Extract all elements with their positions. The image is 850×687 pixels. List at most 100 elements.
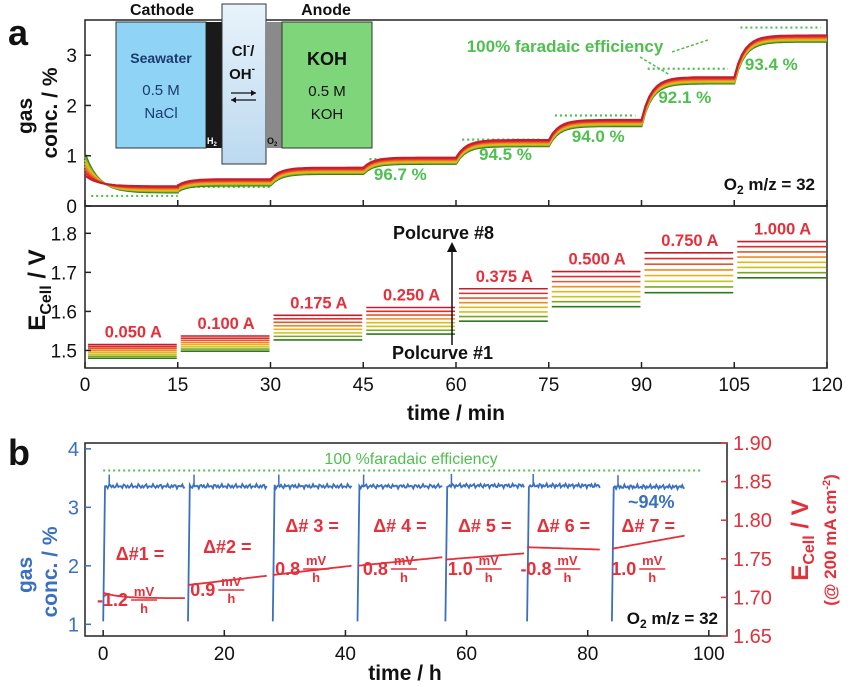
slope-unit-top-4: mV: [394, 553, 415, 568]
voltage-segment-5: [445, 552, 525, 561]
b-xtick-label: 40: [335, 644, 356, 665]
polcurve-bottom-label: Polcurve #1: [392, 343, 493, 363]
slope-value-7: 1.0: [611, 559, 636, 579]
anode-text-3: KOH: [311, 106, 344, 123]
voltage-segment-1: [102, 591, 185, 599]
panel-a-efficiency-labels: 96.7 % 94.5 % 94.0 % 92.1 % 93.4 %: [374, 55, 798, 184]
h2-label: H2: [207, 136, 218, 148]
top-ytick-label: 3: [66, 46, 77, 67]
gas-segment-2: [187, 481, 268, 622]
cathode-chamber: [115, 21, 207, 149]
voltage-segment-2: [187, 574, 267, 586]
efficiency-label-3: 94.0 %: [572, 127, 625, 146]
panel-b-slope-labels: Δ#1 = -1.2 mV h Δ#2 = 0.9 mV h Δ# 3 = 0.8 mV h Δ# 4 …: [97, 516, 675, 616]
gas-run-8: [84, 34, 827, 188]
bottom-xtick-label: 30: [260, 375, 281, 396]
panel-b-letter: b: [8, 432, 30, 473]
current-label-4: 0.250 A: [383, 286, 440, 304]
panel-b-left-ylabel: gas conc. / %: [14, 526, 62, 617]
delta-label-5: Δ# 5 =: [458, 516, 511, 536]
slope-unit-bottom-3: h: [312, 570, 320, 585]
delta-label-1: Δ#1 =: [116, 544, 164, 564]
anode-electrode: [266, 22, 282, 148]
gas-segment-1: [102, 481, 186, 622]
panel-a-voltage-series: [88, 240, 826, 360]
cathode-text-3: NaCl: [144, 105, 177, 122]
right-ytick-label: 1.90: [733, 433, 772, 455]
b-xtick-label: 100: [693, 644, 725, 665]
slope-annotation-5: Δ# 5 = 1.0 mV h: [448, 516, 512, 585]
left-ytick-label: 1: [68, 614, 79, 636]
polcurve-arrow-head: [447, 242, 457, 252]
bottom-xtick-label: 105: [718, 375, 750, 396]
slope-value-3: 0.8: [275, 559, 300, 579]
left-ytick-label: 3: [68, 497, 79, 519]
slope-unit-bottom-1: h: [140, 601, 148, 616]
delta-label-3: Δ# 3 =: [285, 516, 338, 536]
anode-chamber: [281, 21, 373, 149]
slope-annotation-1: Δ#1 = -1.2 mV h: [97, 544, 164, 616]
slope-annotation-7: Δ# 7 = 1.0 mV h: [611, 516, 675, 585]
delta-label-6: Δ# 6 =: [537, 516, 590, 536]
slope-unit-bottom-4: h: [400, 570, 408, 585]
panel-a-bottom-axes: 1.5 1.6 1.7 1.8 0 15 30 45 60 75 90 105 120: [51, 224, 843, 396]
current-label-5: 0.375 A: [476, 268, 533, 286]
cathode-title: Cathode: [130, 2, 194, 19]
bottom-xtick-label: 15: [167, 375, 188, 396]
panel-a-letter: a: [8, 12, 29, 53]
slope-unit-bottom-7: h: [648, 570, 656, 585]
gas-segment-6: [526, 481, 601, 622]
panel-a-xlabel: time / min: [407, 402, 505, 425]
panel-b-axes: 1 2 3 4 1.65 1.70 1.75 1.80 1.85 1.90 0 20 40 60 80 100: [68, 433, 772, 665]
panel-a-top-axes: 0 1 2 3: [66, 46, 828, 218]
voltage-segment-6: [527, 546, 600, 551]
bottom-xtick-label: 120: [811, 375, 843, 396]
gas-segment-7: [611, 482, 685, 622]
top-ytick-label: 2: [66, 96, 77, 117]
slope-unit-top-7: mV: [642, 553, 663, 568]
panel-b-efficiency-label: ~94%: [628, 492, 675, 512]
voltage-segment-7: [611, 534, 685, 550]
cathode-electrode: [206, 22, 222, 148]
bottom-xtick-label: 75: [538, 375, 559, 396]
current-label-7: 0.750 A: [661, 232, 718, 250]
panel-b-faradaic-label: 100 %faradaic efficiency: [324, 451, 497, 468]
top-ytick-label: 1: [66, 147, 77, 168]
membrane-text-1: Cl-/: [232, 41, 255, 60]
panel-b-right-ylabel: ECell / V: [787, 499, 818, 580]
slope-value-6: -0.8: [520, 559, 551, 579]
panel-b-gas-series: [102, 473, 685, 622]
slope-annotation-3: Δ# 3 = 0.8 mV h: [275, 516, 339, 585]
ion-exchange-arrows-icon: [231, 90, 256, 103]
membrane-text-2: OH-: [229, 64, 255, 83]
delta-label-2: Δ#2 =: [203, 537, 251, 557]
anode-text-2: 0.5 M: [308, 83, 346, 100]
slope-unit-top-2: mV: [221, 574, 242, 589]
efficiency-label-5: 93.4 %: [745, 55, 798, 74]
anode-title: Anode: [301, 2, 351, 19]
slope-unit-bottom-5: h: [485, 570, 493, 585]
current-label-3: 0.175 A: [290, 294, 347, 312]
b-xtick-label: 80: [577, 644, 598, 665]
left-ytick-label: 4: [68, 439, 79, 461]
efficiency-label-1: 96.7 %: [374, 165, 427, 184]
bottom-ytick-label: 1.7: [51, 263, 77, 284]
panel-a-faradaic-label: 100% faradaic efficiency: [467, 37, 664, 56]
slope-annotation-2: Δ#2 = 0.9 mV h: [190, 537, 251, 606]
efficiency-label-4: 92.1 %: [658, 88, 711, 107]
current-label-2: 0.100 A: [198, 315, 255, 333]
panel-a-bottom-ylabel: ECell / V: [24, 249, 55, 330]
top-ytick-label: 0: [66, 197, 77, 218]
left-ytick-label: 2: [68, 556, 79, 578]
slope-unit-top-1: mV: [134, 584, 155, 599]
panel-a-current-labels: 0.050 A 0.100 A 0.175 A 0.250 A 0.375 A 0.500…: [105, 221, 812, 342]
b-xtick-label: 20: [214, 644, 235, 665]
panel-b-frame: [84, 442, 728, 637]
slope-unit-top-3: mV: [306, 553, 327, 568]
polcurve-top-label: Polcurve #8: [393, 223, 494, 243]
slope-value-1: -1.2: [97, 590, 128, 610]
slope-value-2: 0.9: [190, 580, 215, 600]
panel-a-top-ylabel: gas conc. / %: [14, 67, 62, 158]
delta-label-4: Δ# 4 =: [373, 516, 426, 536]
anode-text-1: KOH: [307, 49, 347, 69]
